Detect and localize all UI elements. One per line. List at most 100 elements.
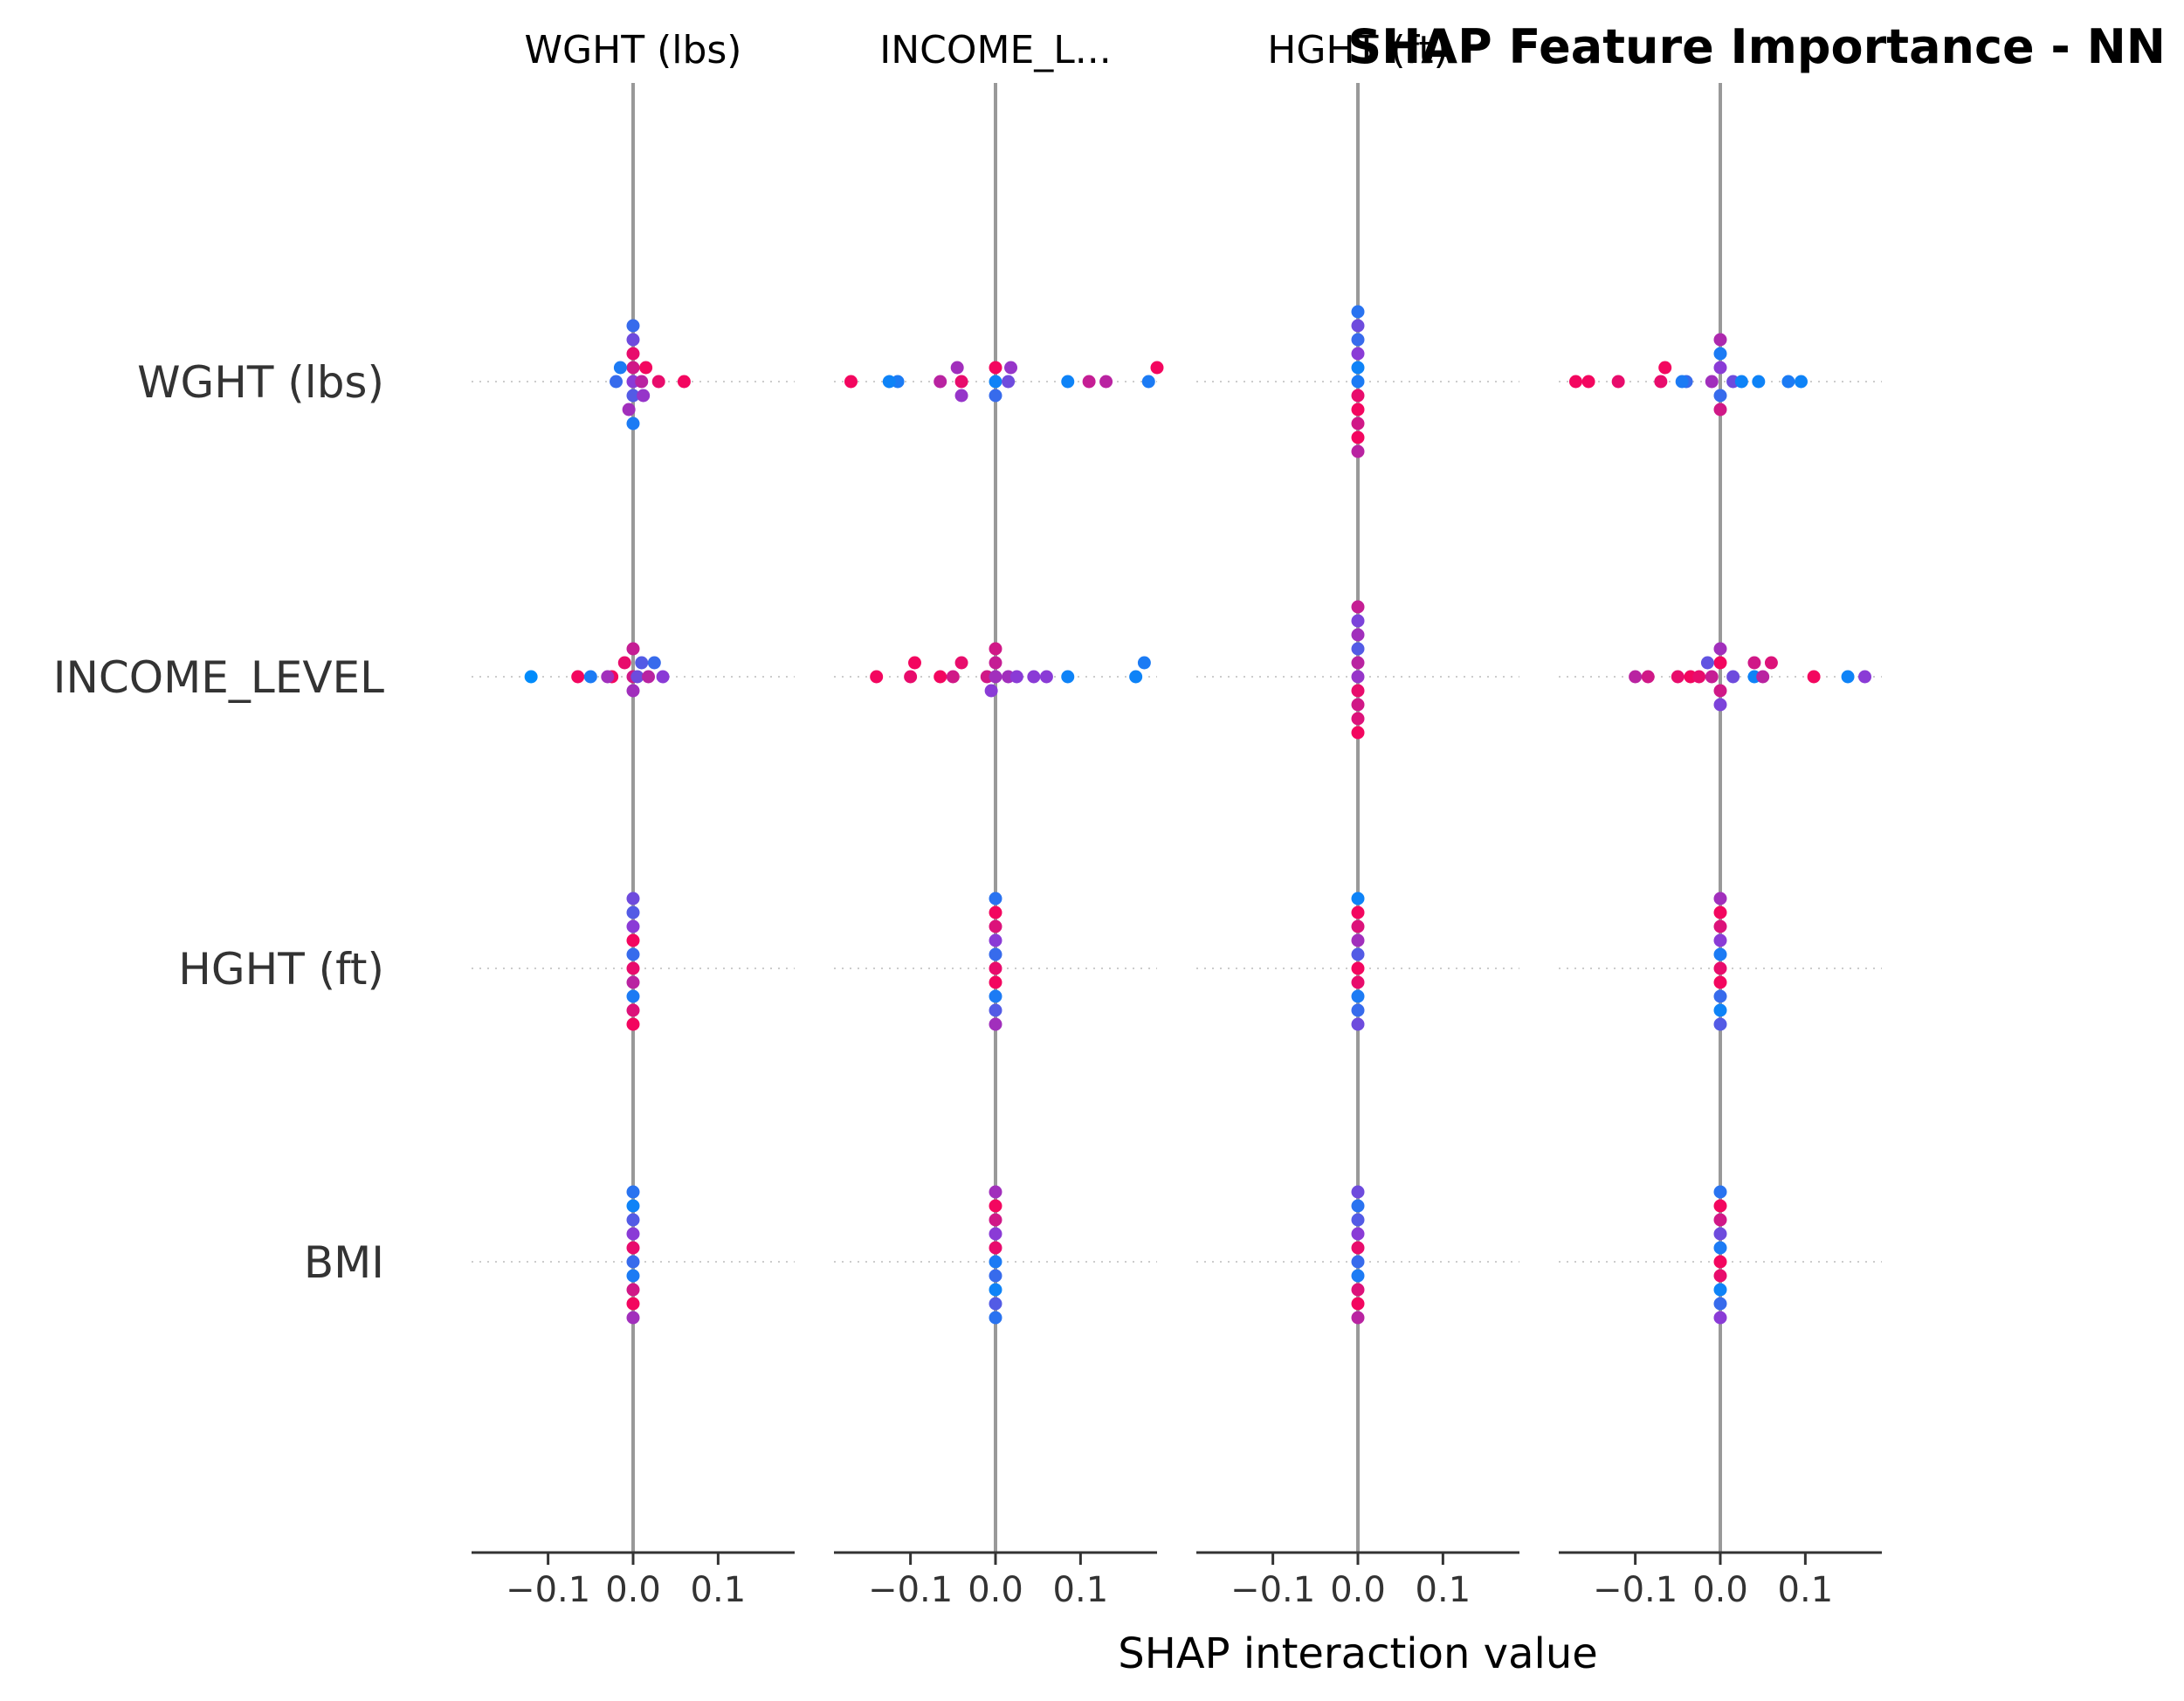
data-point (1713, 361, 1727, 375)
row-label: BMI (304, 1237, 384, 1288)
data-point (1150, 361, 1164, 375)
data-point (1713, 698, 1727, 712)
data-point (1713, 989, 1727, 1003)
data-point (989, 361, 1002, 375)
data-point (989, 892, 1002, 906)
data-point (1351, 403, 1365, 417)
data-point (1756, 670, 1770, 684)
data-point (1713, 1297, 1727, 1311)
data-point (989, 670, 1002, 684)
data-point (989, 1311, 1002, 1325)
data-point (1752, 375, 1766, 389)
data-point (1726, 670, 1740, 684)
data-point (1675, 375, 1689, 389)
data-point (1658, 361, 1672, 375)
data-point (626, 417, 640, 430)
data-point (1351, 919, 1365, 933)
panel-4: −0.1 0.0 0.1 (1559, 83, 1882, 1610)
data-point (1351, 628, 1365, 642)
data-point (1713, 642, 1727, 656)
data-point (1568, 375, 1582, 389)
data-point (989, 961, 1002, 975)
data-point (1807, 670, 1821, 684)
data-point (626, 1311, 640, 1325)
data-point (626, 975, 640, 989)
data-point (626, 684, 640, 698)
x-tick-label: −0.1 (1593, 1570, 1678, 1610)
data-point (635, 375, 649, 389)
data-point (626, 919, 640, 933)
x-axis-label: SHAP interaction value (1118, 1629, 1598, 1678)
data-point (626, 389, 640, 403)
data-point (1351, 1255, 1365, 1269)
data-point (1351, 1241, 1365, 1255)
data-point (626, 1003, 640, 1017)
data-point (639, 361, 653, 375)
data-point (626, 1017, 640, 1031)
data-point (642, 670, 656, 684)
data-point (613, 361, 627, 375)
data-point (635, 656, 649, 670)
data-point (1351, 417, 1365, 430)
data-point (656, 670, 670, 684)
data-point (601, 670, 615, 684)
data-point (626, 319, 640, 333)
data-point (1713, 1269, 1727, 1283)
data-point (610, 375, 624, 389)
data-point (1351, 430, 1365, 444)
data-point (1351, 906, 1365, 919)
row-label: HGHT (ft) (178, 944, 384, 995)
data-point (1351, 726, 1365, 740)
x-tick-label: 0.0 (1692, 1570, 1748, 1610)
data-point (1351, 1227, 1365, 1241)
data-point (989, 906, 1002, 919)
data-point (1351, 444, 1365, 458)
column-title: HGHT (ft) (1267, 28, 1448, 72)
data-point (637, 389, 651, 403)
data-point (989, 933, 1002, 947)
data-point (647, 656, 661, 670)
data-point (954, 375, 968, 389)
x-tick-label: 0.1 (691, 1570, 747, 1610)
data-point (1351, 961, 1365, 975)
x-tick-label: −0.1 (506, 1570, 590, 1610)
data-point (1629, 670, 1643, 684)
data-point (1713, 975, 1727, 989)
data-point (1764, 656, 1778, 670)
data-point (1009, 670, 1023, 684)
data-point (1713, 1213, 1727, 1227)
row-label: WGHT (lbs) (137, 357, 384, 408)
x-tick-label: −0.1 (868, 1570, 953, 1610)
data-point (1351, 1003, 1365, 1017)
data-point (1747, 656, 1761, 670)
panel-2: −0.1 0.0 0.1 (834, 83, 1164, 1610)
data-point (1351, 305, 1365, 319)
data-point (1581, 375, 1595, 389)
data-point (1351, 1017, 1365, 1031)
column-title: INCOME_L... (879, 28, 1111, 72)
data-point (989, 656, 1002, 670)
data-point (1734, 375, 1748, 389)
data-point (626, 1269, 640, 1283)
data-point (1351, 892, 1365, 906)
data-point (583, 670, 597, 684)
data-point (989, 947, 1002, 961)
data-point (617, 656, 631, 670)
data-point (651, 375, 665, 389)
data-point (1641, 670, 1655, 684)
data-point (626, 989, 640, 1003)
data-point (1713, 1311, 1727, 1325)
data-point (626, 1213, 640, 1227)
data-point (626, 933, 640, 947)
data-point (1654, 375, 1668, 389)
data-point (882, 375, 896, 389)
data-point (1351, 1297, 1365, 1311)
data-point (626, 961, 640, 975)
column-title: WGHT (lbs) (525, 28, 742, 72)
data-point (1351, 947, 1365, 961)
data-point (989, 642, 1002, 656)
data-point (989, 389, 1002, 403)
data-point (1705, 375, 1719, 389)
data-point (1713, 1185, 1727, 1199)
data-point (1781, 375, 1795, 389)
